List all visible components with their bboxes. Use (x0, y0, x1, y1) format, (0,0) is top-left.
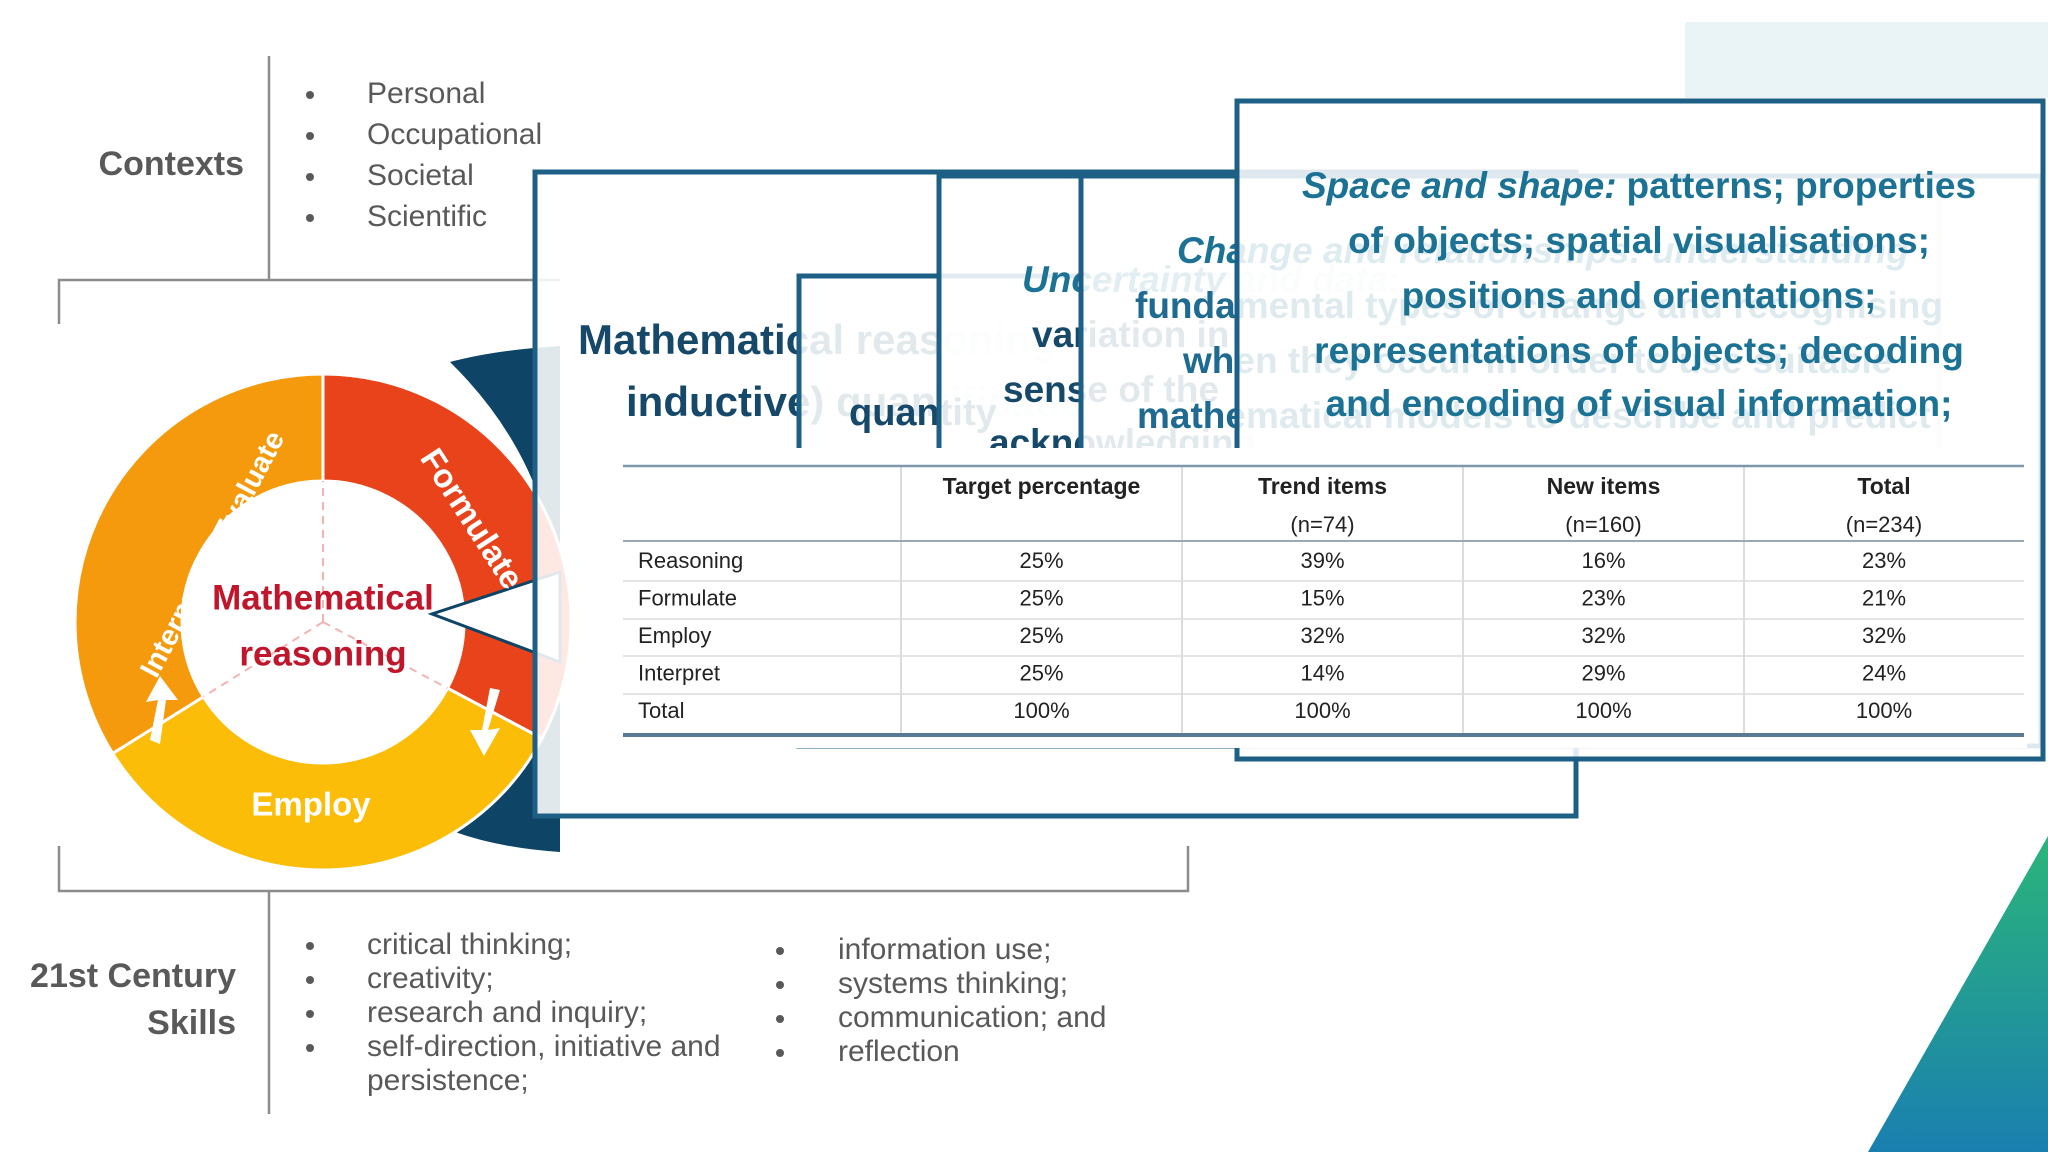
contexts-label: Contexts (99, 145, 244, 183)
table-cell: 23% (1862, 548, 1906, 573)
center-label: reasoning (239, 634, 406, 673)
table-cell: 32% (1300, 623, 1344, 648)
skill-item: communication; and (838, 1001, 1106, 1034)
spoke (322, 621, 448, 690)
table-header-n: (n=234) (1846, 512, 1922, 537)
table-cell: Total (638, 698, 684, 723)
table-header: New items (1547, 473, 1661, 499)
table-header: Trend items (1258, 473, 1387, 499)
table-cell: Interpret (638, 660, 720, 685)
brackets (57, 56, 1190, 1114)
front-card-text: representations of objects; decoding (1314, 330, 1964, 371)
bullet (306, 173, 314, 181)
bullet (306, 1044, 314, 1052)
bullet (776, 981, 784, 989)
table-cell: 32% (1862, 623, 1906, 648)
skill-item: reflection (838, 1035, 960, 1068)
table-panel (601, 448, 2027, 748)
table-header: Target percentage (943, 473, 1141, 499)
skills-label: Skills (147, 1004, 236, 1042)
front-card-text: positions and orientations; (1402, 275, 1877, 316)
table-header-n: (n=74) (1290, 512, 1354, 537)
front-card-lead: Space and shape: (1302, 165, 1617, 206)
table-cell: 29% (1581, 660, 1625, 685)
skills-label: 21st Century (30, 957, 236, 995)
arrow-right (470, 688, 500, 756)
spoke (202, 621, 324, 698)
bullet (306, 214, 314, 222)
context-item: Societal (367, 159, 474, 192)
table-cell: 14% (1300, 660, 1344, 685)
skill-item: persistence; (367, 1064, 529, 1097)
table-cell: Employ (638, 623, 711, 648)
skill-item: systems thinking; (838, 967, 1068, 1000)
bullet (776, 1015, 784, 1023)
context-item: Personal (367, 77, 485, 110)
table-cell: 100% (1575, 698, 1631, 723)
employ-segment (110, 686, 545, 872)
context-item: Scientific (367, 200, 487, 233)
bullet (306, 91, 314, 99)
table-cell: Formulate (638, 585, 737, 610)
bullet (776, 1049, 784, 1057)
bullet (306, 1010, 314, 1018)
bullet (306, 942, 314, 950)
front-card-text: Space and shape: patterns; properties (1302, 165, 1976, 206)
arrow-left (146, 676, 178, 744)
bullet (776, 947, 784, 955)
skill-item: information use; (838, 933, 1051, 966)
skill-item: creativity; (367, 962, 494, 995)
skill-item: self-direction, initiative and (367, 1030, 721, 1063)
table-cell: 21% (1862, 585, 1906, 610)
table-cell: 24% (1862, 660, 1906, 685)
table-cell: 25% (1019, 660, 1063, 685)
bullet (306, 976, 314, 984)
interpret-segment (73, 372, 325, 756)
table-cell: 100% (1013, 698, 1069, 723)
table-header: Total (1857, 473, 1910, 499)
corner-triangle (1868, 836, 2048, 1152)
context-item: Occupational (367, 118, 542, 151)
bullet (306, 132, 314, 140)
table-cell: 100% (1294, 698, 1350, 723)
front-card-text: and encoding of visual information; (1326, 383, 1953, 424)
table-cell: Reasoning (638, 548, 743, 573)
table-cell: 23% (1581, 585, 1625, 610)
corner-panel (1685, 22, 2048, 98)
table-cell: 25% (1019, 623, 1063, 648)
table-cell: 25% (1019, 548, 1063, 573)
table-header-n: (n=160) (1565, 512, 1641, 537)
table-cell: 100% (1856, 698, 1912, 723)
skill-item: critical thinking; (367, 928, 572, 961)
skill-item: research and inquiry; (367, 996, 647, 1029)
front-card-text: of objects; spatial visualisations; (1348, 220, 1930, 261)
table-cell: 32% (1581, 623, 1625, 648)
table-cell: 39% (1300, 548, 1344, 573)
table-cell: 25% (1019, 585, 1063, 610)
front-card-line: patterns; properties (1627, 165, 1977, 206)
table-cell: 15% (1300, 585, 1344, 610)
center-label: Mathematical (212, 578, 434, 617)
employ-label: Employ (251, 786, 371, 823)
table-cell: 16% (1581, 548, 1625, 573)
